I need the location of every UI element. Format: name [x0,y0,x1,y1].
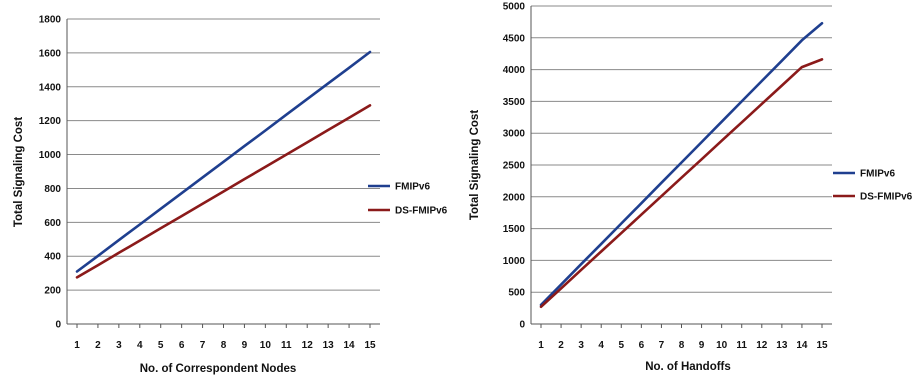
y-tick-label: 1500 [503,224,526,235]
x-tick-label: 3 [578,340,584,351]
x-tick-label: 7 [200,340,206,351]
legend: FMIPv6 DS-FMIPv6 [368,182,448,217]
x-tick-label: 8 [679,340,685,351]
x-tick-label: 15 [816,340,828,351]
x-tick-label: 12 [302,340,314,351]
y-tick-label: 4000 [503,65,526,76]
x-tick-label: 11 [281,340,292,351]
x-tick-label: 15 [364,340,376,351]
series-line-ds-fmipv6 [539,58,824,309]
y-tick-label: 5000 [503,2,526,13]
x-tick-label: 3 [116,340,122,351]
x-tick-label: 13 [776,340,788,351]
y-tick-label: 0 [55,320,61,331]
x-tick-label: 12 [756,340,768,351]
y-tick-label: 0 [519,320,525,331]
y-axis-title: Total Signaling Cost [13,117,25,227]
y-tick-label: 500 [508,288,525,299]
x-tick-label: 9 [699,340,705,351]
x-tick-label: 2 [558,340,564,351]
x-tick-label: 6 [639,340,645,351]
y-tick-label: 400 [44,252,61,263]
x-tick-label: 1 [74,340,80,351]
y-tick-label: 2500 [503,161,526,172]
y-tick-label: 2000 [503,192,526,203]
y-tick-label: 3500 [503,97,526,108]
x-tick-label: 8 [221,340,227,351]
x-tick-label: 14 [344,340,356,351]
x-axis-title: No. of Correspondent Nodes [140,363,297,375]
chart-2: 0 500 1000 1500 2000 2500 3000 3500 4000 4500 5000… [469,2,913,374]
series-line-fmipv6 [539,21,824,307]
x-tick-label: 6 [179,340,185,351]
x-tick-label: 5 [619,340,625,351]
legend: FMIPv6 DS-FMIPv6 [833,169,913,203]
x-tick-label: 13 [323,340,335,351]
x-tick-label: 14 [796,340,808,351]
y-tick-label: 1800 [39,15,62,26]
y-tick-label: 1600 [39,48,62,59]
x-tick-label: 7 [659,340,665,351]
x-tick-label: 1 [538,340,544,351]
y-tick-label: 1000 [503,256,526,267]
y-axis-title: Total Signaling Cost [469,110,481,220]
legend-label: DS-FMIPv6 [395,206,448,217]
y-tick-label: 1400 [39,82,62,93]
y-tick-label: 3000 [503,129,526,140]
y-tick-label: 4500 [503,33,526,44]
x-tick-label: 10 [260,340,272,351]
legend-label: FMIPv6 [860,169,895,180]
y-tick-label: 600 [44,218,61,229]
legend-label: FMIPv6 [395,182,430,193]
y-tick-label: 1200 [39,116,62,127]
y-tick-label: 200 [44,286,61,297]
x-tick-label: 4 [137,340,143,351]
legend-label: DS-FMIPv6 [860,192,913,203]
x-tick-label: 10 [716,340,728,351]
series-line-fmipv6 [75,50,372,273]
x-tick-label: 11 [736,340,747,351]
x-tick-label: 4 [598,340,604,351]
x-tick-label: 9 [242,340,248,351]
series-line-ds-fmipv6 [75,104,372,279]
y-tick-label: 1000 [39,150,62,161]
x-axis-title: No. of Handoffs [645,361,731,373]
y-tick-label: 800 [44,184,61,195]
x-tick-label: 5 [158,340,164,351]
x-tick-label: 2 [95,340,101,351]
